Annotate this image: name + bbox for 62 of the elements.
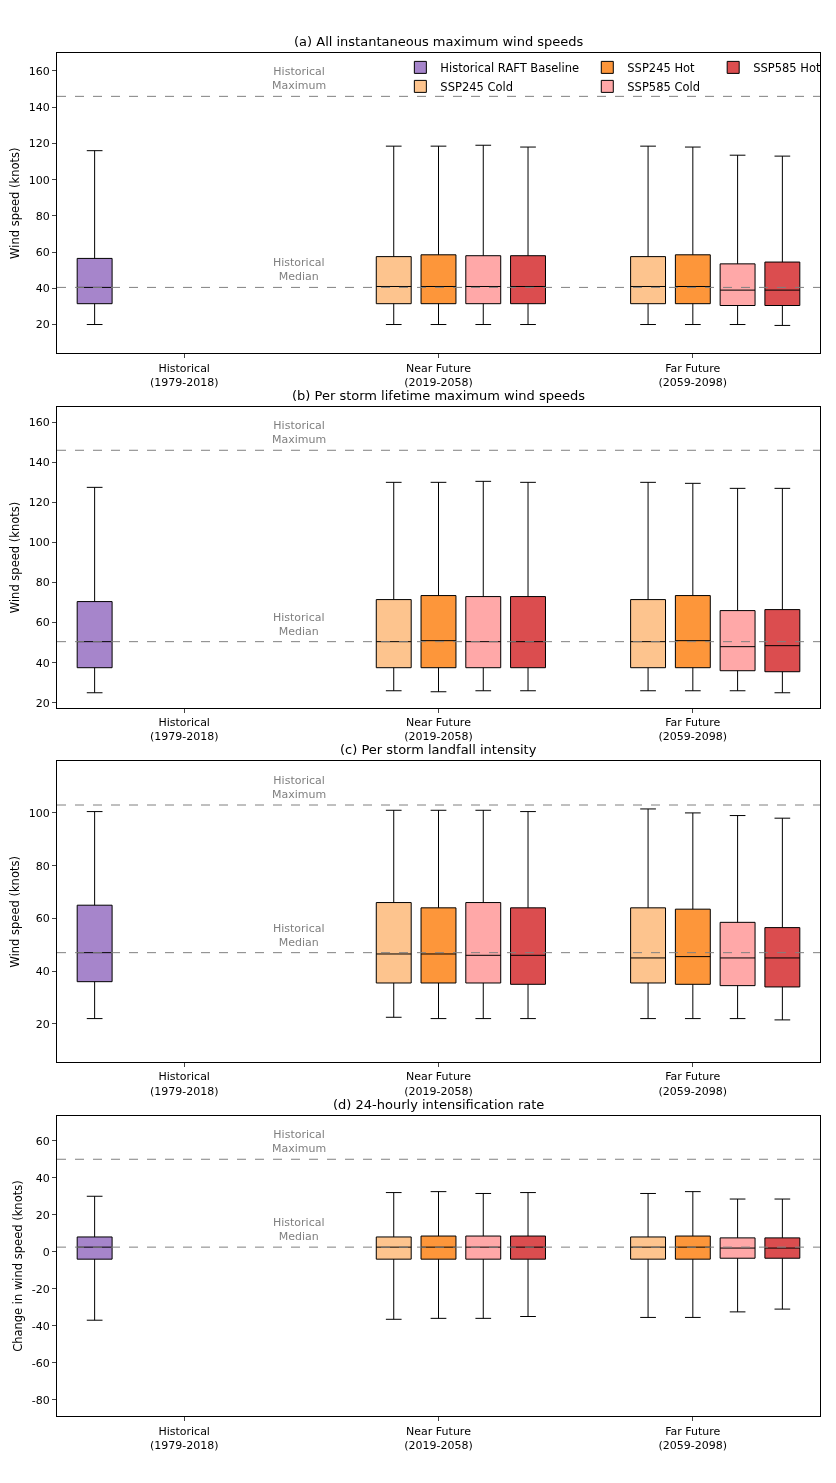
legend-label: Historical RAFT Baseline [440, 60, 580, 75]
y-tick-label: 160 [28, 64, 50, 78]
legend-label: SSP585 Hot [753, 60, 821, 75]
y-axis-title: Wind speed (knots) [8, 147, 23, 259]
y-tick-label: 20 [35, 318, 50, 332]
y-tick-label: 40 [35, 282, 50, 296]
y-tick-label: 60 [35, 245, 50, 259]
chart-title: (a) All instantaneous maximum wind speeds [294, 34, 584, 49]
x-tick-label: Far Future (2059-2098) [658, 1070, 728, 1098]
y-tick-label: 160 [28, 416, 50, 430]
x-tick-label: Historical (1979-2018) [149, 1424, 219, 1452]
ref-line-label: Historical Maximum [272, 419, 327, 447]
y-tick-label: 80 [35, 209, 50, 223]
y-tick-label: 20 [35, 1017, 50, 1031]
y-tick-label: 100 [28, 806, 50, 820]
y-tick-label: 120 [28, 137, 50, 151]
y-tick-label: 40 [35, 1171, 50, 1185]
x-tick-label: Historical (1979-2018) [149, 361, 219, 389]
y-tick-label: 140 [28, 101, 50, 115]
y-axis-title: Wind speed (knots) [8, 856, 23, 968]
y-tick-label: -80 [31, 1393, 50, 1407]
y-tick-label: 80 [35, 859, 50, 873]
x-tick-label: Near Future (2019-2058) [404, 361, 473, 389]
y-tick-label: 100 [28, 536, 50, 550]
ref-line-label: Historical Maximum [272, 774, 327, 802]
ref-line-label: Historical Median [273, 611, 325, 639]
ref-line-label: Historical Median [273, 922, 325, 950]
y-tick-label: -60 [31, 1356, 50, 1370]
y-tick-label: 60 [35, 616, 50, 630]
x-tick-label: Far Future (2059-2098) [658, 361, 728, 389]
x-tick-label: Historical (1979-2018) [149, 1070, 219, 1098]
y-tick-label: 80 [35, 576, 50, 590]
x-tick-label: Near Future (2019-2058) [404, 1424, 473, 1452]
y-tick-label: -20 [31, 1282, 50, 1296]
legend-label: SSP245 Hot [627, 60, 696, 75]
x-tick-label: Far Future (2059-2098) [658, 716, 728, 744]
x-tick-label: Near Future (2019-2058) [404, 1070, 473, 1098]
chart-title: (d) 24-hourly intensification rate [333, 1097, 545, 1112]
legend-label: SSP585 Cold [627, 79, 700, 94]
ref-line-label: Historical Maximum [272, 65, 327, 93]
y-axis-title: Change in wind speed (knots) [11, 1180, 26, 1352]
x-tick-label: Near Future (2019-2058) [404, 716, 473, 744]
y-tick-label: 100 [28, 173, 50, 187]
chart-title: (b) Per storm lifetime maximum wind speeds [292, 388, 586, 403]
y-tick-label: 60 [35, 912, 50, 926]
y-tick-label: 140 [28, 456, 50, 470]
y-tick-label: -40 [31, 1319, 50, 1333]
y-tick-label: 0 [42, 1245, 50, 1259]
y-tick-label: 20 [35, 696, 50, 710]
ref-line-label: Historical Median [273, 1216, 325, 1244]
ref-line-label: Historical Maximum [272, 1128, 327, 1156]
y-tick-label: 120 [28, 496, 50, 510]
ref-line-label: Historical Median [273, 256, 325, 284]
x-tick-label: Historical (1979-2018) [149, 716, 219, 744]
y-tick-label: 40 [35, 964, 50, 978]
y-tick-label: 40 [35, 656, 50, 670]
x-tick-label: Far Future (2059-2098) [658, 1424, 728, 1452]
y-axis-title: Wind speed (knots) [8, 501, 23, 614]
y-tick-label: 20 [35, 1208, 50, 1222]
chart-title: (c) Per storm landfall intensity [340, 742, 537, 757]
y-tick-label: 60 [35, 1134, 50, 1148]
legend-label: SSP245 Cold [440, 79, 514, 94]
